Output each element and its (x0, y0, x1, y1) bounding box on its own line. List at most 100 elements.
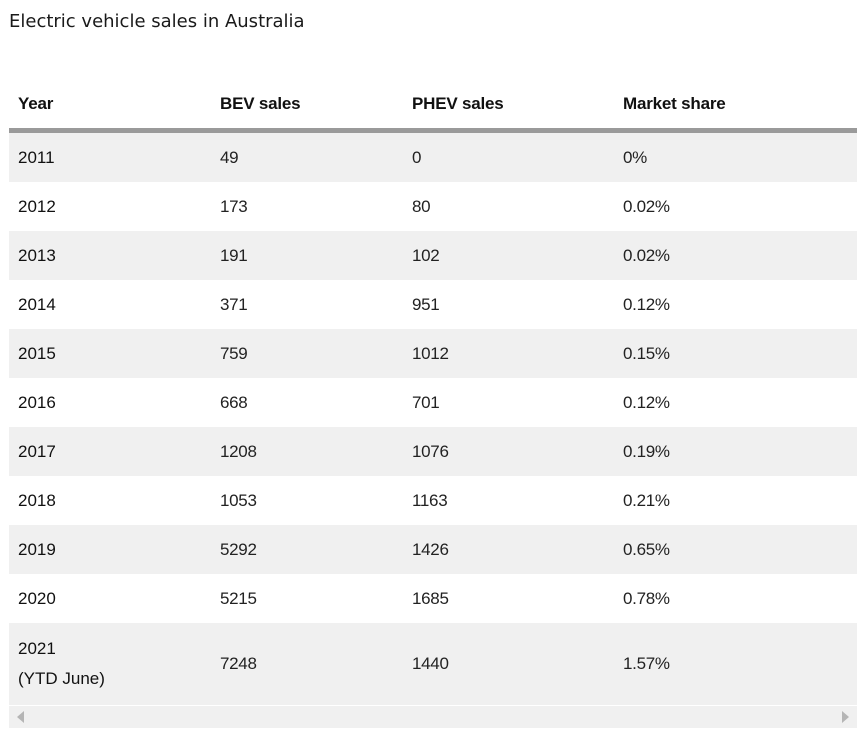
cell-phev-sales-value: 102 (412, 245, 440, 265)
cell-market-share-value: 0.02% (623, 245, 670, 265)
cell-bev-sales: 7248 (211, 623, 403, 705)
cell-year-value: 2019 (18, 539, 56, 559)
cell-bev-sales: 5292 (211, 525, 403, 574)
cell-year: 2015 (9, 329, 211, 378)
cell-market-share: 0.12% (614, 280, 857, 329)
table-row: 2017 1208 1076 0.19% (9, 427, 857, 476)
cell-year-value: 2016 (18, 392, 56, 412)
cell-phev-sales-value: 1426 (412, 539, 449, 559)
cell-bev-sales: 49 (211, 130, 403, 182)
column-header-market-share: Market share (614, 80, 857, 133)
cell-phev-sales-value: 0 (412, 147, 422, 167)
cell-year: 2021 (YTD June) (9, 623, 211, 705)
cell-bev-sales-value: 49 (220, 147, 239, 167)
cell-year: 2014 (9, 280, 211, 329)
cell-bev-sales-value: 5292 (220, 539, 257, 559)
cell-phev-sales: 1012 (403, 329, 614, 378)
cell-bev-sales-value: 191 (220, 245, 248, 265)
cell-bev-sales-value: 371 (220, 294, 248, 314)
cell-market-share: 0.02% (614, 231, 857, 280)
cell-phev-sales-value: 80 (412, 196, 431, 216)
cell-market-share-value: 0.15% (623, 343, 670, 363)
cell-market-share: 0.21% (614, 476, 857, 525)
table-body: 2011 49 0 0% 2012 173 80 0.02% 2013 191 102 0.02% 20… (9, 130, 857, 705)
cell-phev-sales-value: 1440 (412, 654, 449, 673)
table-row: 2012 173 80 0.02% (9, 182, 857, 231)
cell-phev-sales: 701 (403, 378, 614, 427)
cell-year: 2020 (9, 574, 211, 623)
cell-market-share-value: 0.21% (623, 490, 670, 510)
cell-bev-sales: 668 (211, 378, 403, 427)
cell-year: 2018 (9, 476, 211, 525)
cell-year-value: 2011 (18, 147, 55, 167)
table-row: 2019 5292 1426 0.65% (9, 525, 857, 574)
cell-bev-sales-value: 1053 (220, 490, 257, 510)
table-row: 2020 5215 1685 0.78% (9, 574, 857, 623)
cell-market-share-value: 0.02% (623, 196, 670, 216)
scroll-left-arrow-icon[interactable] (17, 711, 24, 723)
cell-phev-sales: 1163 (403, 476, 614, 525)
cell-year-value: 2018 (18, 490, 56, 510)
ev-sales-table: Year BEV sales PHEV sales Market share 2… (9, 80, 857, 705)
cell-market-share-value: 0.12% (623, 392, 670, 412)
cell-market-share: 1.57% (614, 623, 857, 705)
cell-phev-sales: 951 (403, 280, 614, 329)
cell-phev-sales-value: 1163 (412, 490, 448, 510)
cell-phev-sales-value: 951 (412, 294, 440, 314)
cell-phev-sales: 0 (403, 130, 614, 182)
cell-year-value: 2014 (18, 294, 56, 314)
cell-market-share: 0.12% (614, 378, 857, 427)
cell-year: 2019 (9, 525, 211, 574)
cell-bev-sales-value: 668 (220, 392, 248, 412)
cell-market-share-value: 0.65% (623, 539, 670, 559)
table-row: 2015 759 1012 0.15% (9, 329, 857, 378)
scroll-right-arrow-icon[interactable] (842, 711, 849, 723)
cell-year-value: 2021 (18, 639, 56, 658)
cell-bev-sales-value: 7248 (220, 654, 257, 673)
cell-year-value: 2017 (18, 441, 56, 461)
cell-year: 2016 (9, 378, 211, 427)
cell-phev-sales: 1426 (403, 525, 614, 574)
cell-bev-sales-value: 759 (220, 343, 248, 363)
cell-bev-sales-value: 173 (220, 196, 248, 216)
cell-year-value: 2020 (18, 588, 56, 608)
cell-year-value: 2013 (18, 245, 56, 265)
column-header-bev-sales: BEV sales (211, 80, 403, 133)
cell-market-share: 0.02% (614, 182, 857, 231)
cell-bev-sales: 5215 (211, 574, 403, 623)
table-container: Year BEV sales PHEV sales Market share 2… (9, 80, 857, 728)
horizontal-scrollbar[interactable] (9, 706, 857, 728)
cell-market-share-value: 0.19% (623, 441, 670, 461)
row-note: (YTD June) (18, 669, 105, 688)
table-row: 2014 371 951 0.12% (9, 280, 857, 329)
cell-bev-sales: 759 (211, 329, 403, 378)
cell-bev-sales: 1208 (211, 427, 403, 476)
cell-market-share: 0% (614, 130, 857, 182)
cell-phev-sales: 1685 (403, 574, 614, 623)
cell-phev-sales-value: 1685 (412, 588, 449, 608)
cell-market-share: 0.78% (614, 574, 857, 623)
cell-bev-sales: 173 (211, 182, 403, 231)
cell-bev-sales-value: 5215 (220, 588, 257, 608)
header-row: Year BEV sales PHEV sales Market share (9, 80, 857, 133)
cell-year: 2017 (9, 427, 211, 476)
cell-market-share: 0.15% (614, 329, 857, 378)
cell-bev-sales: 1053 (211, 476, 403, 525)
column-header-phev-sales: PHEV sales (403, 80, 614, 133)
cell-phev-sales: 102 (403, 231, 614, 280)
cell-phev-sales: 1440 (403, 623, 614, 705)
table-row: 2016 668 701 0.12% (9, 378, 857, 427)
cell-year: 2012 (9, 182, 211, 231)
cell-phev-sales: 1076 (403, 427, 614, 476)
cell-year-value: 2015 (18, 343, 56, 363)
cell-market-share: 0.19% (614, 427, 857, 476)
cell-year-value: 2012 (18, 196, 56, 216)
table-row: 2018 1053 1163 0.21% (9, 476, 857, 525)
cell-phev-sales-value: 701 (412, 392, 440, 412)
table-row: 2013 191 102 0.02% (9, 231, 857, 280)
cell-bev-sales-value: 1208 (220, 441, 257, 461)
cell-year: 2013 (9, 231, 211, 280)
cell-bev-sales: 191 (211, 231, 403, 280)
cell-year: 2011 (9, 130, 211, 182)
cell-market-share: 0.65% (614, 525, 857, 574)
